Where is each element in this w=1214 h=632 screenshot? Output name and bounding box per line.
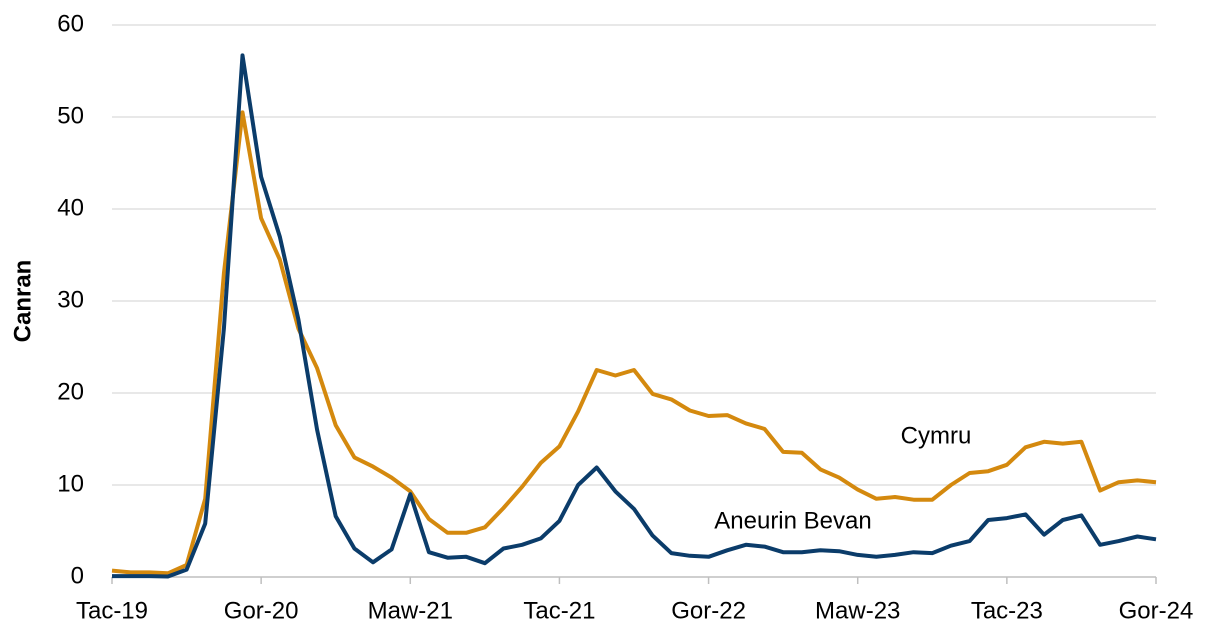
y-tick-label: 60 xyxy=(57,10,84,37)
x-tick-label: Maw-21 xyxy=(368,597,453,624)
y-tick-label: 0 xyxy=(71,562,84,589)
x-tick-label: Gor-20 xyxy=(224,597,299,624)
x-tick-label: Gor-22 xyxy=(671,597,746,624)
line-series xyxy=(112,53,1157,579)
y-tick-label: 20 xyxy=(57,378,84,405)
y-axis-label: Canran xyxy=(9,260,36,343)
y-tick-label: 40 xyxy=(57,194,84,221)
x-tick-label: Tac-23 xyxy=(971,597,1043,624)
x-tick-label: Tac-19 xyxy=(76,597,148,624)
x-tick-label: Maw-23 xyxy=(815,597,900,624)
y-tick-label: 50 xyxy=(57,102,84,129)
series-label: Aneurin Bevan xyxy=(714,507,871,534)
y-tick-label: 30 xyxy=(57,286,84,313)
y-tick-label: 10 xyxy=(57,470,84,497)
x-tick-label: Tac-21 xyxy=(523,597,595,624)
line-series xyxy=(111,110,1157,576)
x-tick-label: Gor-24 xyxy=(1119,597,1194,624)
series-label: Cymru xyxy=(901,422,972,449)
